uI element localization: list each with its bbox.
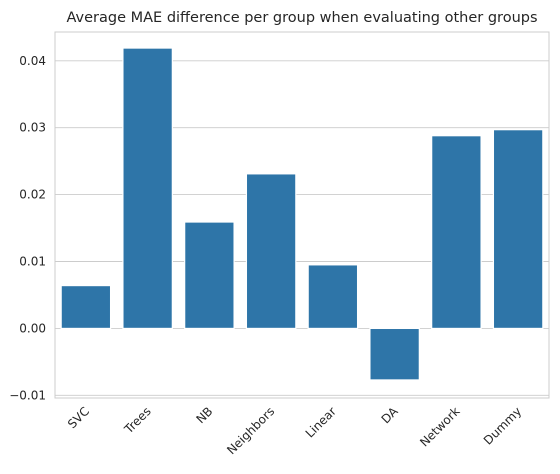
x-tick-label: Trees bbox=[121, 404, 154, 437]
y-tick-label: 0.01 bbox=[19, 255, 46, 269]
y-tick-label: 0.00 bbox=[19, 321, 46, 335]
x-tick-label: NB bbox=[193, 404, 215, 426]
y-tick-label: 0.03 bbox=[19, 121, 46, 135]
x-tick-label: Neighbors bbox=[224, 404, 277, 457]
x-tick-labels: SVC Trees NB Neighbors Linear DA Network Dummy bbox=[65, 404, 524, 458]
bar-nb bbox=[184, 221, 235, 330]
y-tick-label: 0.02 bbox=[19, 188, 46, 202]
bar-network bbox=[431, 135, 482, 330]
bar-neighbors bbox=[245, 173, 297, 330]
x-tick-label: Linear bbox=[303, 404, 339, 440]
bar-linear bbox=[307, 264, 359, 330]
y-tick-labels: −0.01 0.00 0.01 0.02 0.03 0.04 bbox=[9, 54, 46, 403]
chart-title: Average MAE difference per group when ev… bbox=[66, 10, 537, 26]
x-tick-label: DA bbox=[379, 404, 402, 427]
x-tick-label: Network bbox=[417, 404, 462, 449]
bar-dummy bbox=[492, 129, 544, 330]
x-tick-label: SVC bbox=[65, 404, 92, 431]
x-tick-label: Dummy bbox=[481, 404, 524, 447]
y-tick-label: 0.04 bbox=[19, 54, 46, 68]
bars bbox=[60, 47, 544, 381]
bar-svc bbox=[60, 284, 112, 330]
plot-frame bbox=[54, 31, 550, 399]
y-tick-label: −0.01 bbox=[9, 388, 46, 402]
bar-trees bbox=[122, 47, 173, 330]
bar-da bbox=[369, 327, 420, 381]
